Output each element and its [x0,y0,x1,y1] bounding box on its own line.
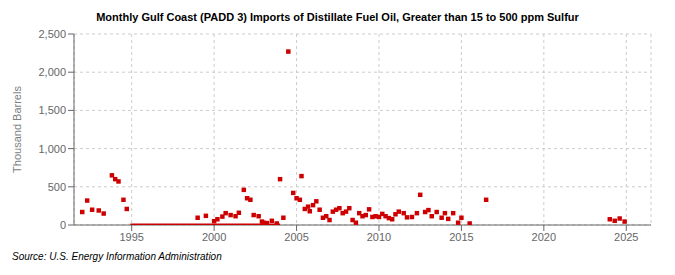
svg-text:2015: 2015 [449,231,473,243]
html-text:Source: U.S. Energy Informatio: Source: U.S. Energy Information Administ… [12,251,222,262]
svg-text:1,500: 1,500 [38,104,66,116]
svg-text:0: 0 [60,219,66,231]
svg-text:1,000: 1,000 [38,143,66,155]
svg-text:2,000: 2,000 [38,66,66,78]
svg-text:2,500: 2,500 [38,28,66,40]
svg-text:1995: 1995 [119,231,143,243]
svg-text:500: 500 [48,181,66,193]
html-text:Monthly Gulf Coast (PADD 3) Im: Monthly Gulf Coast (PADD 3) Imports of D… [96,11,579,23]
svg-text:2010: 2010 [367,231,391,243]
svg-text:2020: 2020 [532,231,556,243]
svg-text:2000: 2000 [202,231,226,243]
svg-text:2005: 2005 [284,231,308,243]
svg-text:2025: 2025 [614,231,638,243]
svg-text:Thousand Barrels: Thousand Barrels [11,86,23,173]
